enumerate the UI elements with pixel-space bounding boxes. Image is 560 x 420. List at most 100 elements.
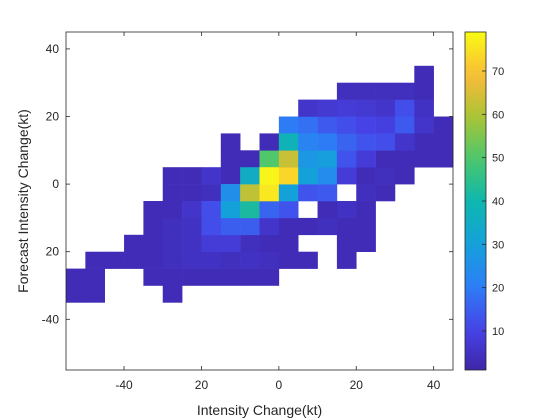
x-tick-label: 0 xyxy=(276,378,283,392)
heatmap-cell xyxy=(182,251,202,269)
heatmap-cell xyxy=(259,217,280,236)
colorbar-ticks: 10 20 30 40 50 60 70 xyxy=(482,66,504,338)
colorbar-tick-label: 50 xyxy=(492,153,504,165)
heatmap-cell xyxy=(240,268,260,286)
heatmap-cell xyxy=(220,167,241,185)
heatmap-cell xyxy=(278,217,299,236)
heatmap-cell xyxy=(336,217,357,236)
heatmap-cell xyxy=(356,167,376,185)
heatmap-cell xyxy=(278,234,299,252)
heatmap-cell xyxy=(298,217,318,236)
heatmap-cell xyxy=(162,201,183,219)
heatmap-cell xyxy=(414,82,434,100)
heatmap-cell xyxy=(356,184,376,202)
heatmap-cell xyxy=(259,133,280,151)
heatmap-cell xyxy=(259,167,280,185)
heatmap-cell xyxy=(162,184,183,202)
heatmap-cell xyxy=(433,150,454,168)
heatmap-cell xyxy=(298,116,318,134)
heatmap-cell xyxy=(375,184,396,202)
heatmap-cell xyxy=(336,150,357,168)
heatmap-cell xyxy=(375,133,396,151)
heatmap-cell xyxy=(259,150,280,168)
heatmap-cell xyxy=(336,82,357,100)
heatmap-cell xyxy=(298,99,318,117)
heatmap-cell xyxy=(394,150,415,168)
heatmap-cell xyxy=(143,217,164,236)
heatmap-cell xyxy=(124,251,144,269)
heatmap-cell xyxy=(162,251,183,269)
colorbar-tick-label: 60 xyxy=(492,109,504,121)
plot-area-frame xyxy=(65,31,454,371)
heatmap-cell xyxy=(298,150,318,168)
heatmap-cell xyxy=(143,234,164,252)
heatmap-cell xyxy=(201,268,222,286)
heatmap-cell xyxy=(394,167,415,185)
heatmap-cell xyxy=(298,133,318,151)
colorbar-tick-label: 10 xyxy=(492,326,504,338)
heatmap-cell xyxy=(336,116,357,134)
heatmap-cell xyxy=(317,150,338,168)
heatmap-cell xyxy=(356,234,376,252)
heatmap-cell xyxy=(336,251,357,269)
heatmap-cell xyxy=(201,234,222,252)
heatmap-cell xyxy=(375,99,396,117)
heatmap-cell xyxy=(220,201,241,219)
heatmap-cell xyxy=(162,268,183,286)
heatmap-cell xyxy=(201,217,222,236)
heatmap-cell xyxy=(375,82,396,100)
heatmap-cell xyxy=(414,99,434,117)
heatmap-cell xyxy=(278,184,299,202)
heatmap-cell xyxy=(220,217,241,236)
heatmap-cell xyxy=(182,184,202,202)
y-axis-title: Forecast Intensity Change(kt) xyxy=(15,109,31,293)
heatmap-cell xyxy=(433,133,454,151)
heatmap-cell xyxy=(414,116,434,134)
heatmap-cell xyxy=(317,184,338,202)
y-tick-label: 40 xyxy=(46,42,60,56)
heatmap-cell xyxy=(394,82,415,100)
heatmap-cell xyxy=(356,150,376,168)
heatmap-cell xyxy=(394,99,415,117)
heatmap-cell xyxy=(278,116,299,134)
heatmap-cell xyxy=(240,234,260,252)
heatmap-cell xyxy=(259,234,280,252)
heatmap-cell xyxy=(336,167,357,185)
heatmap-cell xyxy=(85,285,105,303)
heatmap-cell xyxy=(124,234,144,252)
heatmap-cell xyxy=(375,116,396,134)
heatmap-cell xyxy=(433,116,454,134)
y-tick-label: 0 xyxy=(52,177,59,191)
heatmap-cell xyxy=(162,217,183,236)
heatmap-cell xyxy=(220,133,241,151)
heatmap-cell xyxy=(240,201,260,219)
x-axis: -40 20 0 20 40 xyxy=(115,32,441,392)
heatmap-cell xyxy=(278,133,299,151)
heatmap-cell xyxy=(201,184,222,202)
heatmap-cell xyxy=(143,268,164,286)
heatmap-cell xyxy=(356,82,376,100)
heatmap-cell xyxy=(278,201,299,219)
x-tick-label: 20 xyxy=(195,378,209,392)
heatmap-cell xyxy=(259,251,280,269)
heatmap-cell xyxy=(298,167,318,185)
heatmap-cell xyxy=(317,217,338,236)
heatmap-cell xyxy=(336,234,357,252)
heatmap-cell xyxy=(278,167,299,185)
x-tick-label: 20 xyxy=(350,378,364,392)
x-axis-title: Intensity Change(kt) xyxy=(197,402,322,418)
heatmap-cell xyxy=(182,217,202,236)
heatmap-cell xyxy=(143,201,164,219)
heatmap-cell xyxy=(240,184,260,202)
heatmap-cell xyxy=(182,201,202,219)
heatmap-cell xyxy=(240,167,260,185)
heatmap-cell xyxy=(414,133,434,151)
heatmap-cells xyxy=(66,65,454,303)
heatmap-cell xyxy=(143,251,164,269)
y-tick-label: 20 xyxy=(46,110,60,124)
heatmap-cell xyxy=(317,116,338,134)
heatmap-cell xyxy=(298,251,318,269)
heatmap-cell xyxy=(182,268,202,286)
colorbar-tick-label: 30 xyxy=(492,239,504,251)
heatmap-cell xyxy=(85,268,105,286)
